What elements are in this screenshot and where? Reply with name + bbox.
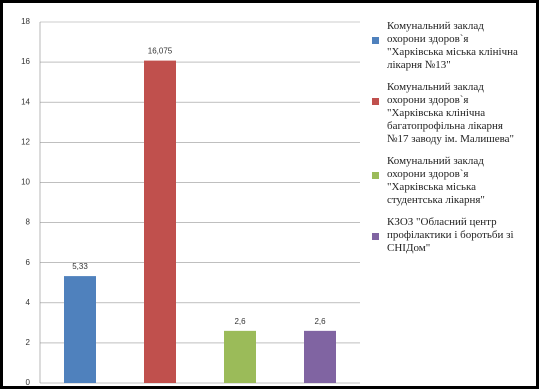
- legend-swatch: [372, 98, 379, 105]
- data-label: 2,6: [234, 317, 246, 326]
- y-tick-label: 16: [21, 57, 30, 66]
- legend-label: КЗОЗ "Обласний центр профілактики і боро…: [387, 216, 514, 254]
- data-label: 2,6: [314, 317, 326, 326]
- y-tick-label: 2: [26, 338, 31, 347]
- bar: [144, 60, 176, 384]
- legend-entry: Комунальний заклад охорони здоров`я "Хар…: [372, 20, 522, 72]
- legend-swatch: [372, 233, 379, 240]
- legend-label: Комунальний заклад охорони здоров`я "Хар…: [387, 81, 515, 145]
- data-label: 5,33: [72, 262, 88, 271]
- y-tick-label: 6: [26, 258, 31, 267]
- legend-entry: КЗОЗ "Обласний центр профілактики і боро…: [372, 216, 522, 255]
- legend-label: Комунальний заклад охорони здоров`я "Хар…: [387, 155, 485, 206]
- y-tick-label: 18: [21, 17, 30, 26]
- y-tick-label: 12: [21, 137, 30, 146]
- y-tick-label: 0: [26, 378, 31, 387]
- bar: [64, 276, 96, 383]
- y-tick-label: 10: [21, 178, 30, 187]
- y-tick-label: 8: [26, 218, 31, 227]
- bar: [224, 330, 256, 383]
- legend-swatch: [372, 172, 379, 179]
- legend: Комунальний заклад охорони здоров`я "Хар…: [372, 20, 522, 264]
- legend-entry: Комунальний заклад охорони здоров`я "Хар…: [372, 81, 522, 146]
- legend-entry: Комунальний заклад охорони здоров`я "Хар…: [372, 155, 522, 207]
- y-tick-label: 14: [21, 97, 30, 106]
- bar: [304, 330, 336, 383]
- y-tick-label: 4: [26, 298, 31, 307]
- legend-swatch: [372, 37, 379, 44]
- data-label: 16,075: [148, 47, 173, 56]
- legend-label: Комунальний заклад охорони здоров`я "Хар…: [387, 20, 518, 71]
